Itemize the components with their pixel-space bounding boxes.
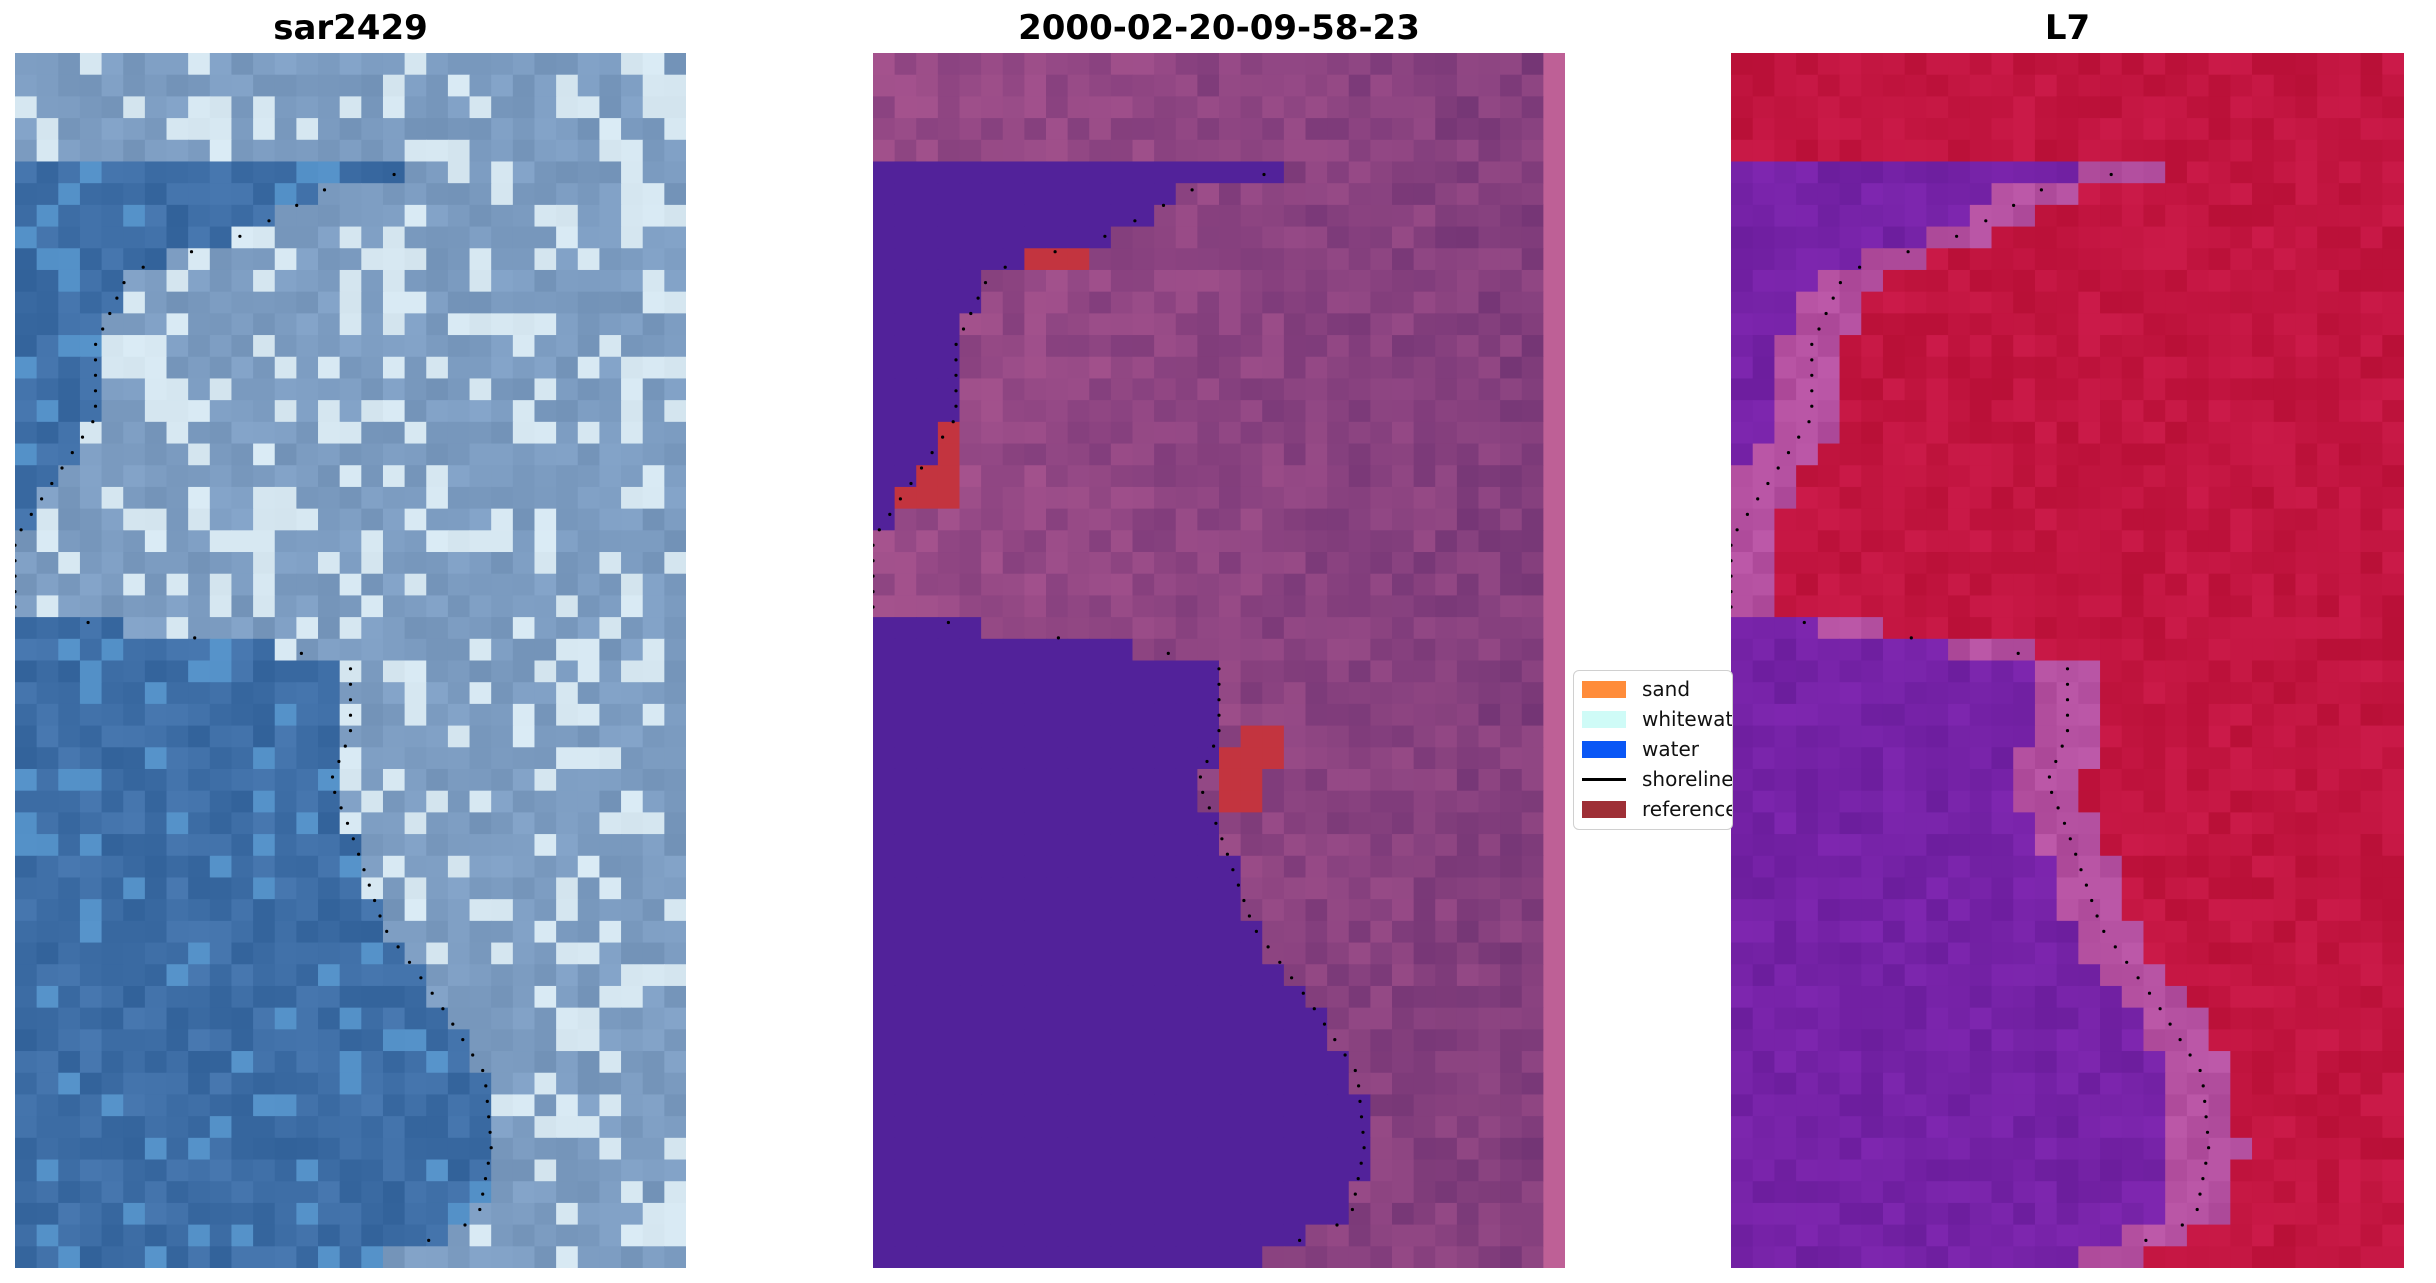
legend: sand whitewater water shoreline referenc… <box>1573 670 1733 830</box>
panel-title-rgb: sar2429 <box>273 8 428 48</box>
shoreline-dots <box>873 172 1366 1242</box>
water-index-image <box>1731 53 2404 1268</box>
rgb-satellite-image <box>15 53 686 1268</box>
legend-label: whitewater <box>1642 707 1733 731</box>
panel-title-classification: 2000-02-20-09-58-23 <box>1018 8 1420 48</box>
classification-image <box>873 53 1565 1268</box>
legend-item-shoreline: shoreline <box>1582 767 1733 791</box>
shoreline-dots <box>1731 172 2211 1242</box>
legend-label: sand <box>1642 677 1691 701</box>
legend-label: reference <box>1642 797 1733 821</box>
panel-title-index: L7 <box>2044 8 2091 48</box>
legend-label: water <box>1642 737 1699 761</box>
legend-label: shoreline <box>1642 767 1733 791</box>
legend-item-sand: sand <box>1582 677 1690 701</box>
shoreline-dots <box>15 172 493 1242</box>
reference-swatch <box>1582 800 1626 818</box>
whitewater-swatch <box>1582 710 1626 728</box>
shoreline-line-swatch <box>1582 777 1626 781</box>
water-swatch <box>1582 740 1626 758</box>
sand-swatch <box>1582 680 1626 698</box>
legend-item-reference: reference <box>1582 797 1733 821</box>
legend-item-water: water <box>1582 737 1699 761</box>
legend-item-whitewater: whitewater <box>1582 707 1733 731</box>
